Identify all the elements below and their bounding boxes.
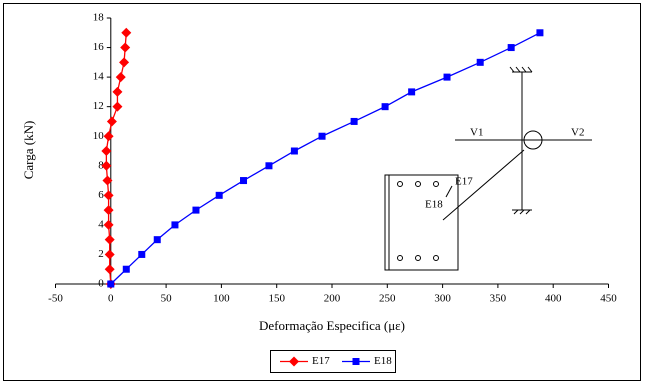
- data-point: [103, 205, 114, 216]
- annotation: E18: [425, 199, 443, 211]
- legend-label: E17: [312, 355, 330, 367]
- x-axis-title: Deformação Especifica (με): [259, 318, 405, 333]
- data-point: [122, 265, 130, 273]
- data-point: [408, 88, 416, 96]
- data-point: [215, 191, 223, 199]
- x-tick-label: 50: [161, 293, 173, 305]
- y-tick-label: 18: [93, 12, 105, 24]
- x-tick-label: 250: [379, 293, 396, 305]
- x-tick-label: 400: [545, 293, 562, 305]
- data-point: [381, 103, 389, 111]
- legend-marker: [352, 358, 360, 365]
- data-point: [115, 72, 126, 83]
- series-line: [110, 32, 541, 285]
- data-point: [476, 58, 484, 66]
- data-point: [102, 175, 113, 186]
- annotation: V2: [571, 127, 584, 139]
- y-axis-title: Carga (kN): [21, 121, 36, 180]
- x-tick-label: 350: [490, 293, 507, 305]
- x-tick-label: 0: [108, 293, 114, 305]
- data-point: [265, 162, 273, 170]
- data-point: [443, 73, 451, 81]
- annotation: E17: [455, 176, 473, 188]
- data-point: [350, 117, 358, 125]
- y-tick-label: 6: [98, 189, 104, 201]
- data-point: [101, 160, 112, 171]
- data-point: [103, 190, 114, 201]
- legend-box: [270, 350, 396, 373]
- data-point: [240, 177, 248, 185]
- data-point: [112, 86, 123, 97]
- x-tick-label: 100: [213, 293, 230, 305]
- legend-label: E18: [374, 355, 392, 367]
- y-tick-label: 0: [98, 278, 104, 290]
- data-point: [138, 250, 146, 258]
- frame: [3, 3, 641, 381]
- data-point: [107, 280, 115, 288]
- data-point: [106, 116, 117, 127]
- y-tick-label: 12: [93, 100, 104, 112]
- data-point: [103, 219, 114, 230]
- data-point: [119, 57, 130, 68]
- x-tick-label: 150: [268, 293, 285, 305]
- y-tick-label: 4: [98, 218, 104, 230]
- data-point: [171, 221, 179, 229]
- y-tick-label: 2: [98, 248, 104, 260]
- data-point: [103, 131, 114, 142]
- data-point: [101, 146, 112, 156]
- y-tick-label: 14: [93, 71, 105, 83]
- y-tick-label: 16: [93, 41, 105, 53]
- x-tick-label: 200: [324, 293, 341, 305]
- y-tick-label: 8: [98, 159, 104, 171]
- data-point: [318, 132, 326, 140]
- data-point: [120, 42, 131, 53]
- annotation: V1: [470, 127, 483, 139]
- data-point: [104, 264, 115, 275]
- data-point: [192, 206, 200, 214]
- data-point: [104, 249, 115, 260]
- legend-marker: [289, 356, 299, 367]
- x-tick-label: 450: [600, 293, 617, 305]
- data-point: [507, 44, 515, 52]
- data-point: [536, 29, 544, 37]
- data-point: [121, 27, 132, 38]
- x-tick-label: -50: [48, 293, 63, 305]
- inset-diagram: [384, 66, 592, 271]
- data-point: [153, 236, 161, 244]
- x-tick-label: 300: [434, 293, 451, 305]
- data-point: [112, 101, 123, 112]
- y-tick-label: 10: [93, 130, 105, 142]
- data-point: [290, 147, 298, 155]
- series-line: [105, 32, 127, 285]
- data-point: [104, 234, 115, 245]
